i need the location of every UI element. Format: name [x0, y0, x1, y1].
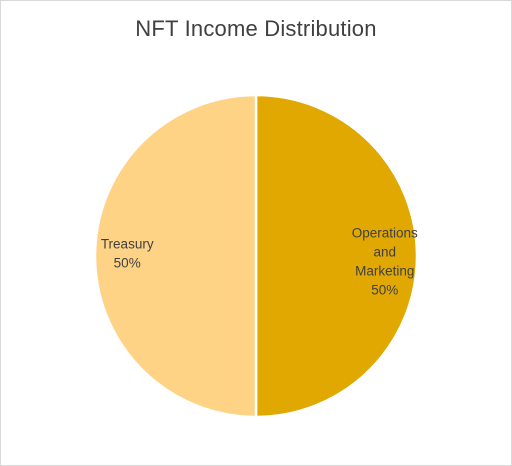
- slice-value-label: 50%: [114, 256, 141, 271]
- slice-value-label: 50%: [371, 283, 398, 298]
- slice-name-line: Treasury: [101, 237, 154, 252]
- slice-name-line: Marketing: [355, 264, 414, 279]
- pie-slices: [93, 93, 419, 419]
- pie-labels: Operations and Marketing 50% Treasury 50%: [101, 226, 418, 298]
- pie-slice-treasury[interactable]: [93, 93, 258, 419]
- slice-label-treasury: Treasury 50%: [101, 237, 154, 271]
- slice-name-line: and: [374, 245, 397, 260]
- slice-label-operations-and-marketing: Operations and Marketing 50%: [352, 226, 418, 298]
- slice-name-line: Operations: [352, 226, 418, 241]
- chart-title: NFT Income Distribution: [135, 16, 377, 41]
- pie-slice-operations-and-marketing[interactable]: [254, 93, 419, 419]
